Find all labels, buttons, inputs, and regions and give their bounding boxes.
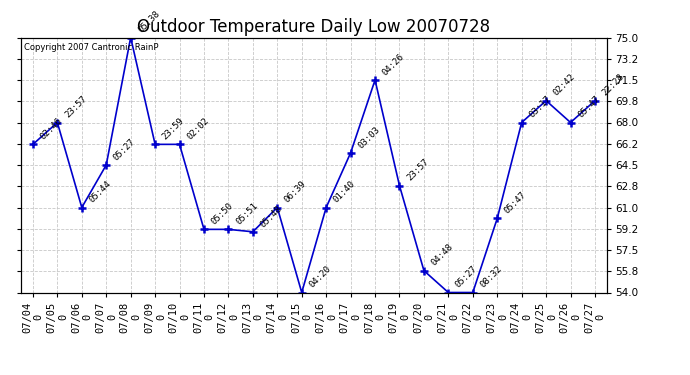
Text: 05:38: 05:38: [136, 9, 161, 35]
Text: 23:57: 23:57: [63, 94, 88, 120]
Text: 05:51: 05:51: [234, 201, 259, 226]
Text: 04:26: 04:26: [381, 52, 406, 77]
Text: 05:50: 05:50: [210, 201, 235, 226]
Text: 03:17: 03:17: [527, 94, 553, 120]
Text: 02:02: 02:02: [185, 116, 210, 142]
Text: 05:47: 05:47: [503, 190, 528, 216]
Text: 06:39: 06:39: [283, 179, 308, 205]
Text: 08:32: 08:32: [478, 264, 504, 290]
Text: 04:20: 04:20: [307, 264, 333, 290]
Text: 23:59: 23:59: [161, 116, 186, 142]
Text: 03:03: 03:03: [356, 125, 382, 150]
Text: 01:40: 01:40: [332, 179, 357, 205]
Text: 05:27: 05:27: [454, 264, 480, 290]
Text: 02:46: 02:46: [39, 116, 64, 142]
Text: 05:27: 05:27: [112, 137, 137, 162]
Text: 02:42: 02:42: [552, 72, 577, 98]
Title: Outdoor Temperature Daily Low 20070728: Outdoor Temperature Daily Low 20070728: [137, 18, 491, 36]
Text: 04:48: 04:48: [429, 243, 455, 268]
Text: 05:44: 05:44: [88, 179, 112, 205]
Text: 05:48: 05:48: [259, 204, 284, 229]
Text: Copyright 2007 Cantronic RainP: Copyright 2007 Cantronic RainP: [23, 43, 158, 52]
Text: 23:57: 23:57: [405, 158, 431, 183]
Text: 05:47: 05:47: [576, 94, 602, 120]
Text: 22:28: 22:28: [600, 72, 626, 98]
